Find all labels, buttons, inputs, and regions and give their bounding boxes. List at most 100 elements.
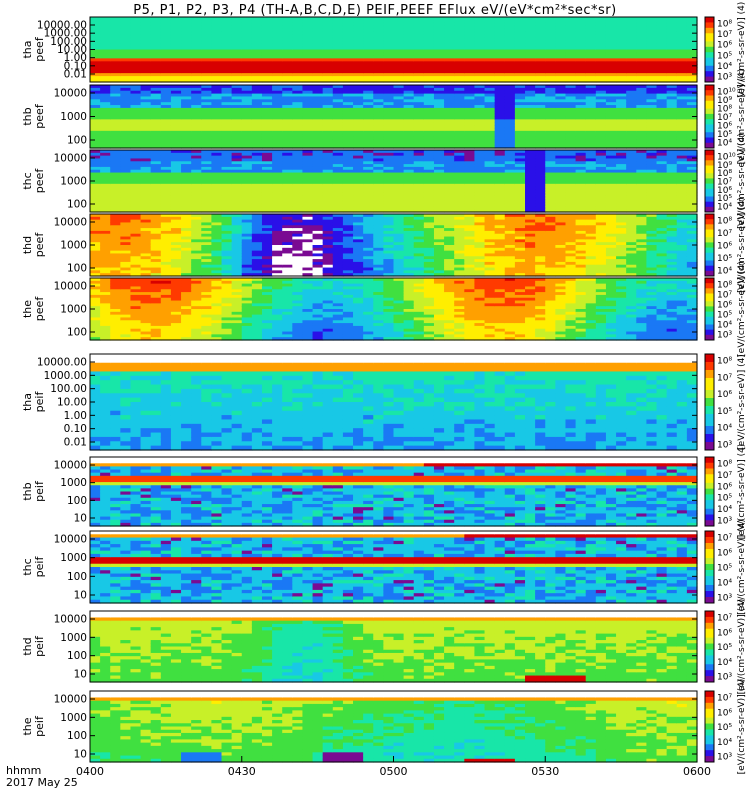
heatmap-cell (150, 247, 162, 252)
heatmap-cell (241, 55, 253, 59)
heatmap-cell (120, 34, 132, 39)
heatmap-cell (282, 49, 293, 54)
heatmap-cell (181, 181, 192, 185)
heatmap-cell (504, 110, 516, 115)
heatmap-cell (353, 113, 364, 118)
heatmap-cell (504, 175, 516, 179)
heatmap-cell (130, 127, 142, 132)
heatmap-cell (514, 96, 526, 100)
heatmap-cell (110, 70, 121, 74)
heatmap-cell (201, 25, 212, 30)
heatmap-cell (474, 225, 486, 229)
heatmap-cell (514, 189, 526, 193)
heatmap-cell (90, 273, 101, 277)
heatmap-cell (444, 113, 455, 118)
heatmap-cell (373, 58, 384, 62)
heatmap-cell (535, 181, 546, 185)
heatmap-cell (464, 222, 476, 226)
heatmap-cell (322, 192, 334, 196)
heatmap-cell (525, 200, 536, 205)
heatmap-cell (454, 178, 465, 182)
heatmap-cell (292, 116, 304, 120)
heatmap-cell (636, 206, 648, 210)
heatmap-cell (282, 195, 293, 199)
heatmap-cell (110, 178, 121, 182)
heatmap-cell (353, 119, 364, 123)
heatmap-cell (423, 261, 435, 266)
heatmap-cell (272, 70, 283, 74)
heatmap-cell (231, 250, 243, 255)
heatmap-cell (221, 186, 233, 191)
heatmap-cell (353, 172, 364, 176)
heatmap-cell (504, 28, 516, 33)
heatmap-cell (605, 189, 617, 193)
heatmap-cell (140, 61, 152, 65)
heatmap-cell (191, 70, 202, 74)
heatmap-cell (616, 61, 627, 65)
heatmap-cell (110, 130, 121, 135)
heatmap-cell (251, 133, 263, 138)
heatmap-cell (322, 169, 334, 174)
heatmap-cell (656, 102, 668, 106)
heatmap-cell (282, 222, 293, 226)
heatmap-cell (373, 122, 384, 126)
heatmap-cell (555, 116, 567, 120)
heatmap-cell (666, 172, 678, 176)
heatmap-cell (433, 113, 445, 118)
heatmap-cell (514, 40, 526, 45)
heatmap-cell (464, 52, 476, 56)
heatmap-cell (312, 67, 324, 71)
heatmap-cell (444, 209, 455, 213)
heatmap-cell (403, 142, 415, 146)
heatmap-cell (261, 216, 273, 221)
heatmap-cell (342, 203, 354, 207)
heatmap-cell (100, 105, 111, 109)
heatmap-cell (686, 158, 698, 162)
heatmap-cell (575, 183, 587, 188)
heatmap-cell (626, 203, 637, 207)
heatmap-cell (413, 192, 425, 196)
heatmap-cell (181, 46, 192, 51)
heatmap-cell (353, 166, 364, 171)
heatmap-cell (332, 90, 344, 95)
heatmap-cell (292, 85, 304, 89)
heatmap-cell (585, 200, 597, 205)
heatmap-cell (342, 250, 354, 255)
heatmap-cell (646, 189, 658, 193)
heatmap-cell (342, 133, 354, 138)
heatmap-cell (626, 99, 637, 103)
heatmap-cell (423, 181, 435, 185)
colorbar-segment (705, 124, 714, 128)
heatmap-cell (393, 181, 405, 185)
heatmap-cell (312, 169, 324, 174)
colorbar-segment (705, 134, 714, 139)
heatmap-cell (130, 52, 142, 56)
colorbar-segment (705, 137, 714, 141)
heatmap-cell (464, 214, 476, 218)
heatmap-cell (302, 142, 314, 146)
heatmap-cell (555, 64, 567, 68)
heatmap-cell (191, 31, 202, 36)
heatmap-cell (585, 87, 597, 92)
heatmap-cell (454, 219, 465, 224)
heatmap-cell (484, 239, 496, 243)
heatmap-cell (504, 87, 516, 92)
heatmap-cell (454, 267, 465, 271)
heatmap-cell (251, 233, 263, 238)
heatmap-cell (150, 25, 162, 30)
heatmap-cell (514, 139, 526, 143)
heatmap-cell (160, 222, 172, 226)
heatmap-cell (616, 164, 627, 168)
heatmap-cell (484, 225, 496, 229)
heatmap-cell (646, 49, 658, 54)
heatmap-cell (363, 155, 374, 160)
heatmap-cell (484, 236, 496, 240)
heatmap-cell (585, 139, 597, 143)
heatmap-cell (393, 189, 405, 193)
heatmap-cell (565, 122, 577, 126)
heatmap-cell (666, 105, 678, 109)
heatmap-cell (170, 22, 182, 27)
heatmap-cell (302, 259, 314, 263)
heatmap-cell (605, 34, 617, 39)
